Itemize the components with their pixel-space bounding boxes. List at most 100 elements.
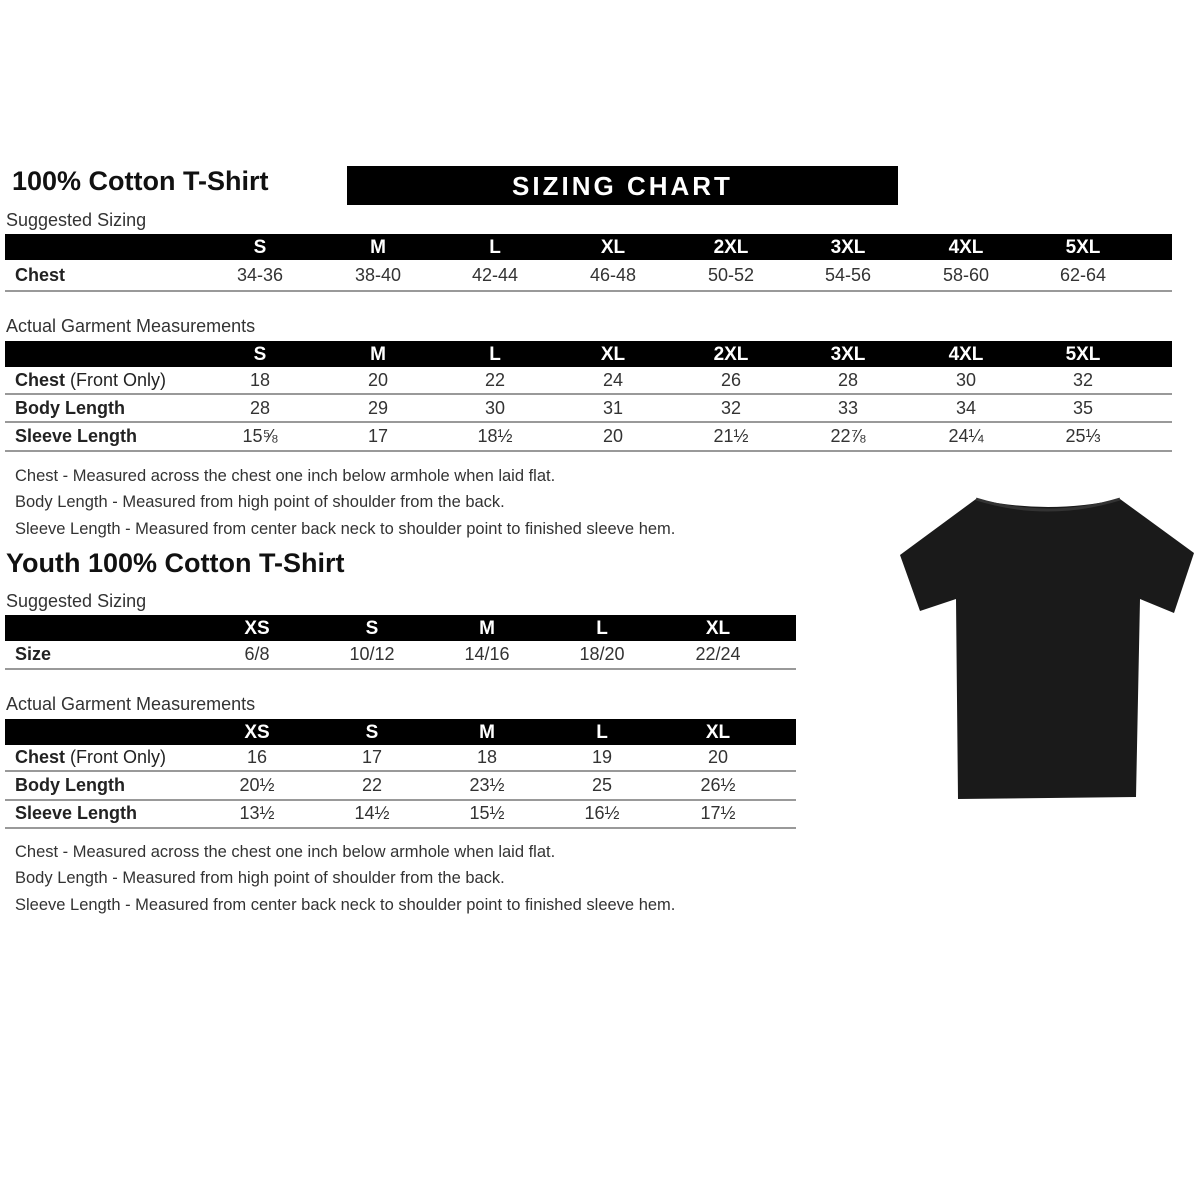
table-cell: 14½ (354, 803, 390, 823)
table-cell: 50-52 (707, 265, 755, 285)
youth-suggested-label: Suggested Sizing (6, 591, 147, 611)
size-header: 3XL (830, 237, 866, 258)
size-header: M (370, 344, 386, 365)
table-cell: 29 (367, 398, 389, 418)
row-label: Sleeve Length (15, 422, 137, 450)
size-header: XS (244, 618, 270, 639)
size-header: M (479, 722, 495, 743)
row-divider (5, 290, 1172, 292)
table-cell: 19 (591, 747, 613, 767)
table-cell: 26½ (700, 775, 736, 795)
size-header: L (489, 344, 501, 365)
table-cell: 30 (955, 370, 977, 390)
table-cell: 28 (837, 370, 859, 390)
table-cell: 35 (1072, 398, 1094, 418)
size-header: S (253, 344, 267, 365)
row-divider (5, 799, 796, 801)
table-cell: 17½ (700, 803, 736, 823)
table-cell: 18 (249, 370, 271, 390)
measurement-note: Body Length - Measured from high point o… (15, 493, 505, 511)
size-header: 2XL (713, 237, 749, 258)
table-cell: 21½ (713, 426, 749, 446)
measurement-note: Sleeve Length - Measured from center bac… (15, 896, 676, 914)
size-header: L (596, 618, 608, 639)
row-label: Body Length (15, 771, 125, 799)
size-header: 3XL (830, 344, 866, 365)
youth-actual-label: Actual Garment Measurements (6, 694, 256, 714)
row-label-main: Chest (15, 370, 66, 390)
size-header-bar: XS S M L XL (5, 615, 796, 641)
row-label-note: (Front Only) (65, 747, 167, 767)
size-header: 4XL (948, 344, 984, 365)
row-label: Chest (15, 261, 65, 289)
table-cell: 15⅝ (242, 426, 278, 446)
table-cell: 62-64 (1059, 265, 1107, 285)
row-label: Size (15, 640, 51, 668)
table-cell: 22/24 (695, 644, 741, 664)
table-cell: 25 (591, 775, 613, 795)
table-row: Sleeve Length 15⅝ 17 18½ 20 21½ 22⅞ 24¼ 25⅓ (5, 422, 1172, 450)
size-header: XL (600, 237, 626, 258)
size-header-bar: S M L XL 2XL 3XL 4XL 5XL (5, 341, 1172, 367)
size-header: XL (705, 722, 731, 743)
table-cell: 18½ (477, 426, 513, 446)
table-cell: 58-60 (942, 265, 990, 285)
table-cell: 18 (476, 747, 498, 767)
size-header: 4XL (948, 237, 984, 258)
row-divider (5, 421, 1172, 423)
adult-actual-label: Actual Garment Measurements (6, 316, 256, 336)
row-label: Chest (Front Only) (15, 743, 166, 771)
row-divider (5, 450, 1172, 452)
table-cell: 16 (246, 747, 268, 767)
size-header: S (253, 237, 267, 258)
row-label-main: Size (15, 644, 52, 664)
size-header-bar: XS S M L XL (5, 719, 796, 745)
youth-title: Youth 100% Cotton T-Shirt (6, 548, 345, 578)
table-cell: 24 (602, 370, 624, 390)
table-cell: 31 (602, 398, 624, 418)
table-cell: 22 (361, 775, 383, 795)
table-cell: 13½ (239, 803, 275, 823)
table-cell: 17 (361, 747, 383, 767)
table-cell: 18/20 (579, 644, 625, 664)
size-header: S (365, 722, 379, 743)
size-header: M (370, 237, 386, 258)
table-cell: 10/12 (349, 644, 395, 664)
measurement-note: Chest - Measured across the chest one in… (15, 467, 556, 485)
size-header: L (596, 722, 608, 743)
table-row: Body Length 20½ 22 23½ 25 26½ (5, 771, 796, 799)
size-header: L (489, 237, 501, 258)
table-cell: 42-44 (471, 265, 519, 285)
adult-title: 100% Cotton T-Shirt (12, 166, 269, 196)
table-cell: 17 (367, 426, 389, 446)
table-cell: 32 (720, 398, 742, 418)
table-row: Body Length 28 29 30 31 32 33 34 35 (5, 394, 1172, 422)
size-header: XL (600, 344, 626, 365)
table-cell: 23½ (469, 775, 505, 795)
row-label: Body Length (15, 394, 125, 422)
table-cell: 34-36 (236, 265, 284, 285)
table-cell: 54-56 (824, 265, 872, 285)
table-row: Chest 34-36 38-40 42-44 46-48 50-52 54-56 58-60… (5, 261, 1172, 289)
row-label-main: Body Length (15, 398, 125, 418)
size-header: M (479, 618, 495, 639)
table-cell: 32 (1072, 370, 1094, 390)
table-cell: 20 (707, 747, 729, 767)
size-header: S (365, 618, 379, 639)
table-row: Size 6/8 10/12 14/16 18/20 22/24 (5, 640, 796, 668)
sizing-chart-banner: SIZING CHART (347, 166, 898, 205)
table-cell: 22 (484, 370, 506, 390)
table-cell: 26 (720, 370, 742, 390)
table-cell: 6/8 (244, 644, 270, 664)
row-label-main: Body Length (15, 775, 125, 795)
row-label-main: Chest (15, 747, 66, 767)
row-divider (5, 393, 1172, 395)
row-label-main: Sleeve Length (15, 426, 138, 446)
row-divider (5, 770, 796, 772)
row-label: Chest (Front Only) (15, 366, 166, 394)
table-row: Chest (Front Only) 18 20 22 24 26 28 30 32 (5, 366, 1172, 394)
measurement-note: Body Length - Measured from high point o… (15, 869, 505, 887)
row-divider (5, 668, 796, 670)
size-header: XS (244, 722, 270, 743)
